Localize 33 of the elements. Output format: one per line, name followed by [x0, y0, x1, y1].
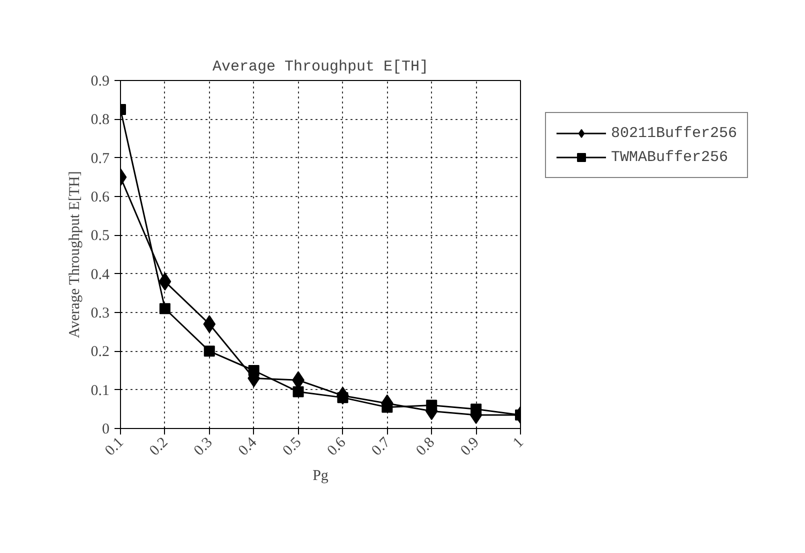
chart-title: Average Throughput E[TH]	[212, 58, 429, 76]
y-tick-label: 0.1	[90, 382, 110, 399]
point	[159, 303, 170, 314]
y-tick-label: 0.4	[90, 266, 110, 283]
x-tick-label: 1	[510, 434, 527, 452]
legend-label: 80211Buffer256	[611, 124, 738, 142]
y-tick-label: 0.3	[90, 306, 110, 322]
point	[204, 346, 215, 357]
point	[470, 404, 482, 415]
y-tick-label: 0	[102, 422, 110, 438]
y-axis-title: Average Throughput E[TH]	[66, 171, 83, 338]
point	[203, 315, 216, 334]
point	[382, 402, 393, 413]
y-tick-label: 0.2	[90, 344, 110, 360]
y-tick-label: 0.6	[90, 190, 110, 206]
x-axis-title: Pg	[312, 468, 329, 484]
x-tick-label: 0.9	[458, 434, 482, 460]
point	[248, 365, 260, 376]
x-tick-label: 0.7	[368, 434, 394, 460]
point	[426, 400, 438, 411]
legend-label: TWMABuffer256	[611, 148, 728, 166]
x-tick-label: 0.3	[191, 434, 216, 460]
point	[158, 272, 172, 291]
x-tick-label: 0.8	[413, 434, 438, 460]
x-tick-label: 0.4	[236, 434, 261, 460]
y-tick-label: 0.9	[90, 74, 110, 90]
point	[292, 386, 304, 398]
x-tick-label: 0.2	[146, 434, 172, 460]
x-tick-label: 0.5	[280, 434, 305, 460]
y-tick-label: 0.5	[90, 228, 110, 244]
x-tick-label: 0.6	[324, 434, 350, 460]
y-tick-label: 0.7	[90, 150, 110, 167]
y-tick-label: 0.8	[90, 112, 110, 128]
